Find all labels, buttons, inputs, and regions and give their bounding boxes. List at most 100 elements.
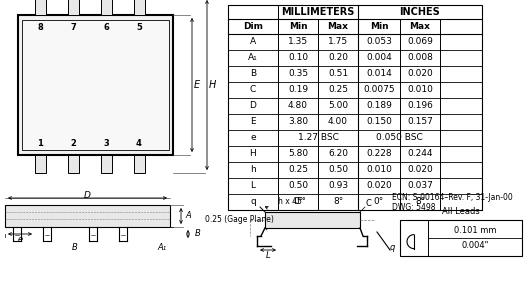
Text: B: B bbox=[72, 243, 78, 251]
Text: 0.93: 0.93 bbox=[328, 181, 348, 190]
Text: DWG: 5498: DWG: 5498 bbox=[392, 203, 436, 212]
Text: 0.053: 0.053 bbox=[366, 38, 392, 47]
Text: 0.157: 0.157 bbox=[407, 117, 433, 127]
Text: h: h bbox=[250, 166, 256, 175]
Text: 2: 2 bbox=[70, 139, 76, 147]
Text: C: C bbox=[250, 86, 256, 95]
Text: L: L bbox=[266, 251, 270, 260]
Bar bbox=[265, 212, 360, 228]
Text: A: A bbox=[250, 38, 256, 47]
Text: 0.25: 0.25 bbox=[328, 86, 348, 95]
Text: 0.0075: 0.0075 bbox=[363, 86, 395, 95]
Text: 8°: 8° bbox=[415, 197, 425, 207]
Bar bbox=[5, 205, 170, 227]
Text: Min: Min bbox=[370, 22, 388, 31]
Text: 3: 3 bbox=[103, 139, 109, 147]
Text: 0.51: 0.51 bbox=[328, 69, 348, 79]
Text: 0.50: 0.50 bbox=[328, 166, 348, 175]
Text: 0.35: 0.35 bbox=[288, 69, 308, 79]
Text: 1.27 BSC: 1.27 BSC bbox=[297, 134, 339, 142]
Text: 0.189: 0.189 bbox=[366, 101, 392, 110]
Bar bbox=[35, 155, 46, 173]
Text: 5: 5 bbox=[136, 23, 142, 32]
Text: 0.010: 0.010 bbox=[366, 166, 392, 175]
Text: 0.037: 0.037 bbox=[407, 181, 433, 190]
Text: 0.020: 0.020 bbox=[407, 69, 433, 79]
Text: B: B bbox=[195, 229, 201, 239]
Bar bbox=[228, 5, 482, 210]
Bar bbox=[134, 155, 145, 173]
Text: 1.75: 1.75 bbox=[328, 38, 348, 47]
Text: 1.35: 1.35 bbox=[288, 38, 308, 47]
Text: 4.00: 4.00 bbox=[328, 117, 348, 127]
Bar bbox=[228, 98, 482, 114]
Text: E: E bbox=[250, 117, 256, 127]
Text: All Leads: All Leads bbox=[442, 207, 480, 216]
Text: H: H bbox=[208, 80, 216, 90]
Text: 0.150: 0.150 bbox=[366, 117, 392, 127]
Text: 4.80: 4.80 bbox=[288, 101, 308, 110]
Text: E: E bbox=[194, 80, 200, 90]
Text: 0.050 BSC: 0.050 BSC bbox=[376, 134, 422, 142]
Text: Max: Max bbox=[410, 22, 430, 31]
Text: 1: 1 bbox=[37, 139, 43, 147]
Text: 0.20: 0.20 bbox=[328, 54, 348, 62]
Bar bbox=[18, 15, 173, 155]
Text: 0.101 mm: 0.101 mm bbox=[454, 226, 496, 235]
Bar bbox=[35, 0, 46, 15]
Text: A₁: A₁ bbox=[248, 54, 258, 62]
Text: 0.014: 0.014 bbox=[366, 69, 392, 79]
Text: 0.069: 0.069 bbox=[407, 38, 433, 47]
Text: 6.20: 6.20 bbox=[328, 149, 348, 159]
Text: 0.25 (Gage Plane): 0.25 (Gage Plane) bbox=[205, 215, 274, 224]
Bar bbox=[68, 0, 79, 15]
Text: 0.50: 0.50 bbox=[288, 181, 308, 190]
Text: 0°: 0° bbox=[374, 197, 384, 207]
Text: 5.80: 5.80 bbox=[288, 149, 308, 159]
Text: 5.00: 5.00 bbox=[328, 101, 348, 110]
Text: 0.19: 0.19 bbox=[288, 86, 308, 95]
Text: MILLIMETERS: MILLIMETERS bbox=[281, 7, 355, 17]
Text: q: q bbox=[390, 243, 395, 253]
Text: 8°: 8° bbox=[333, 197, 343, 207]
Text: 0.10: 0.10 bbox=[288, 54, 308, 62]
Text: 4: 4 bbox=[136, 139, 142, 147]
Text: e: e bbox=[250, 134, 256, 142]
Text: H: H bbox=[250, 149, 257, 159]
Text: 0.228: 0.228 bbox=[366, 149, 392, 159]
Text: 0.010: 0.010 bbox=[407, 86, 433, 95]
Bar bbox=[134, 0, 145, 15]
Text: 0.008: 0.008 bbox=[407, 54, 433, 62]
Text: Max: Max bbox=[328, 22, 348, 31]
Text: B: B bbox=[250, 69, 256, 79]
Text: A₁: A₁ bbox=[157, 243, 166, 251]
Text: q: q bbox=[250, 197, 256, 207]
Text: h x 45°: h x 45° bbox=[278, 197, 306, 207]
Text: 8: 8 bbox=[37, 23, 43, 32]
Text: A: A bbox=[185, 212, 191, 221]
Text: 0.020: 0.020 bbox=[366, 181, 392, 190]
Text: 0.004: 0.004 bbox=[366, 54, 392, 62]
Text: 6: 6 bbox=[103, 23, 109, 32]
Text: ECN: S-00164–Rev. F, 31-Jan-00: ECN: S-00164–Rev. F, 31-Jan-00 bbox=[392, 193, 513, 202]
Text: 0°: 0° bbox=[293, 197, 303, 207]
Text: 0.004": 0.004" bbox=[461, 241, 489, 251]
Text: 0.196: 0.196 bbox=[407, 101, 433, 110]
Bar bbox=[101, 155, 112, 173]
Bar bbox=[101, 0, 112, 15]
Bar bbox=[22, 20, 169, 150]
Text: D: D bbox=[250, 101, 257, 110]
Bar bbox=[400, 220, 522, 256]
Text: 3.80: 3.80 bbox=[288, 117, 308, 127]
Text: INCHES: INCHES bbox=[400, 7, 440, 17]
Bar bbox=[228, 130, 482, 146]
Bar bbox=[228, 114, 482, 130]
Bar bbox=[228, 146, 482, 162]
Text: 7: 7 bbox=[70, 23, 76, 32]
Text: D: D bbox=[84, 190, 91, 200]
Text: 0.020: 0.020 bbox=[407, 166, 433, 175]
Text: Min: Min bbox=[289, 22, 307, 31]
Text: C: C bbox=[365, 198, 371, 207]
Text: 0.25: 0.25 bbox=[288, 166, 308, 175]
Text: L: L bbox=[251, 181, 255, 190]
